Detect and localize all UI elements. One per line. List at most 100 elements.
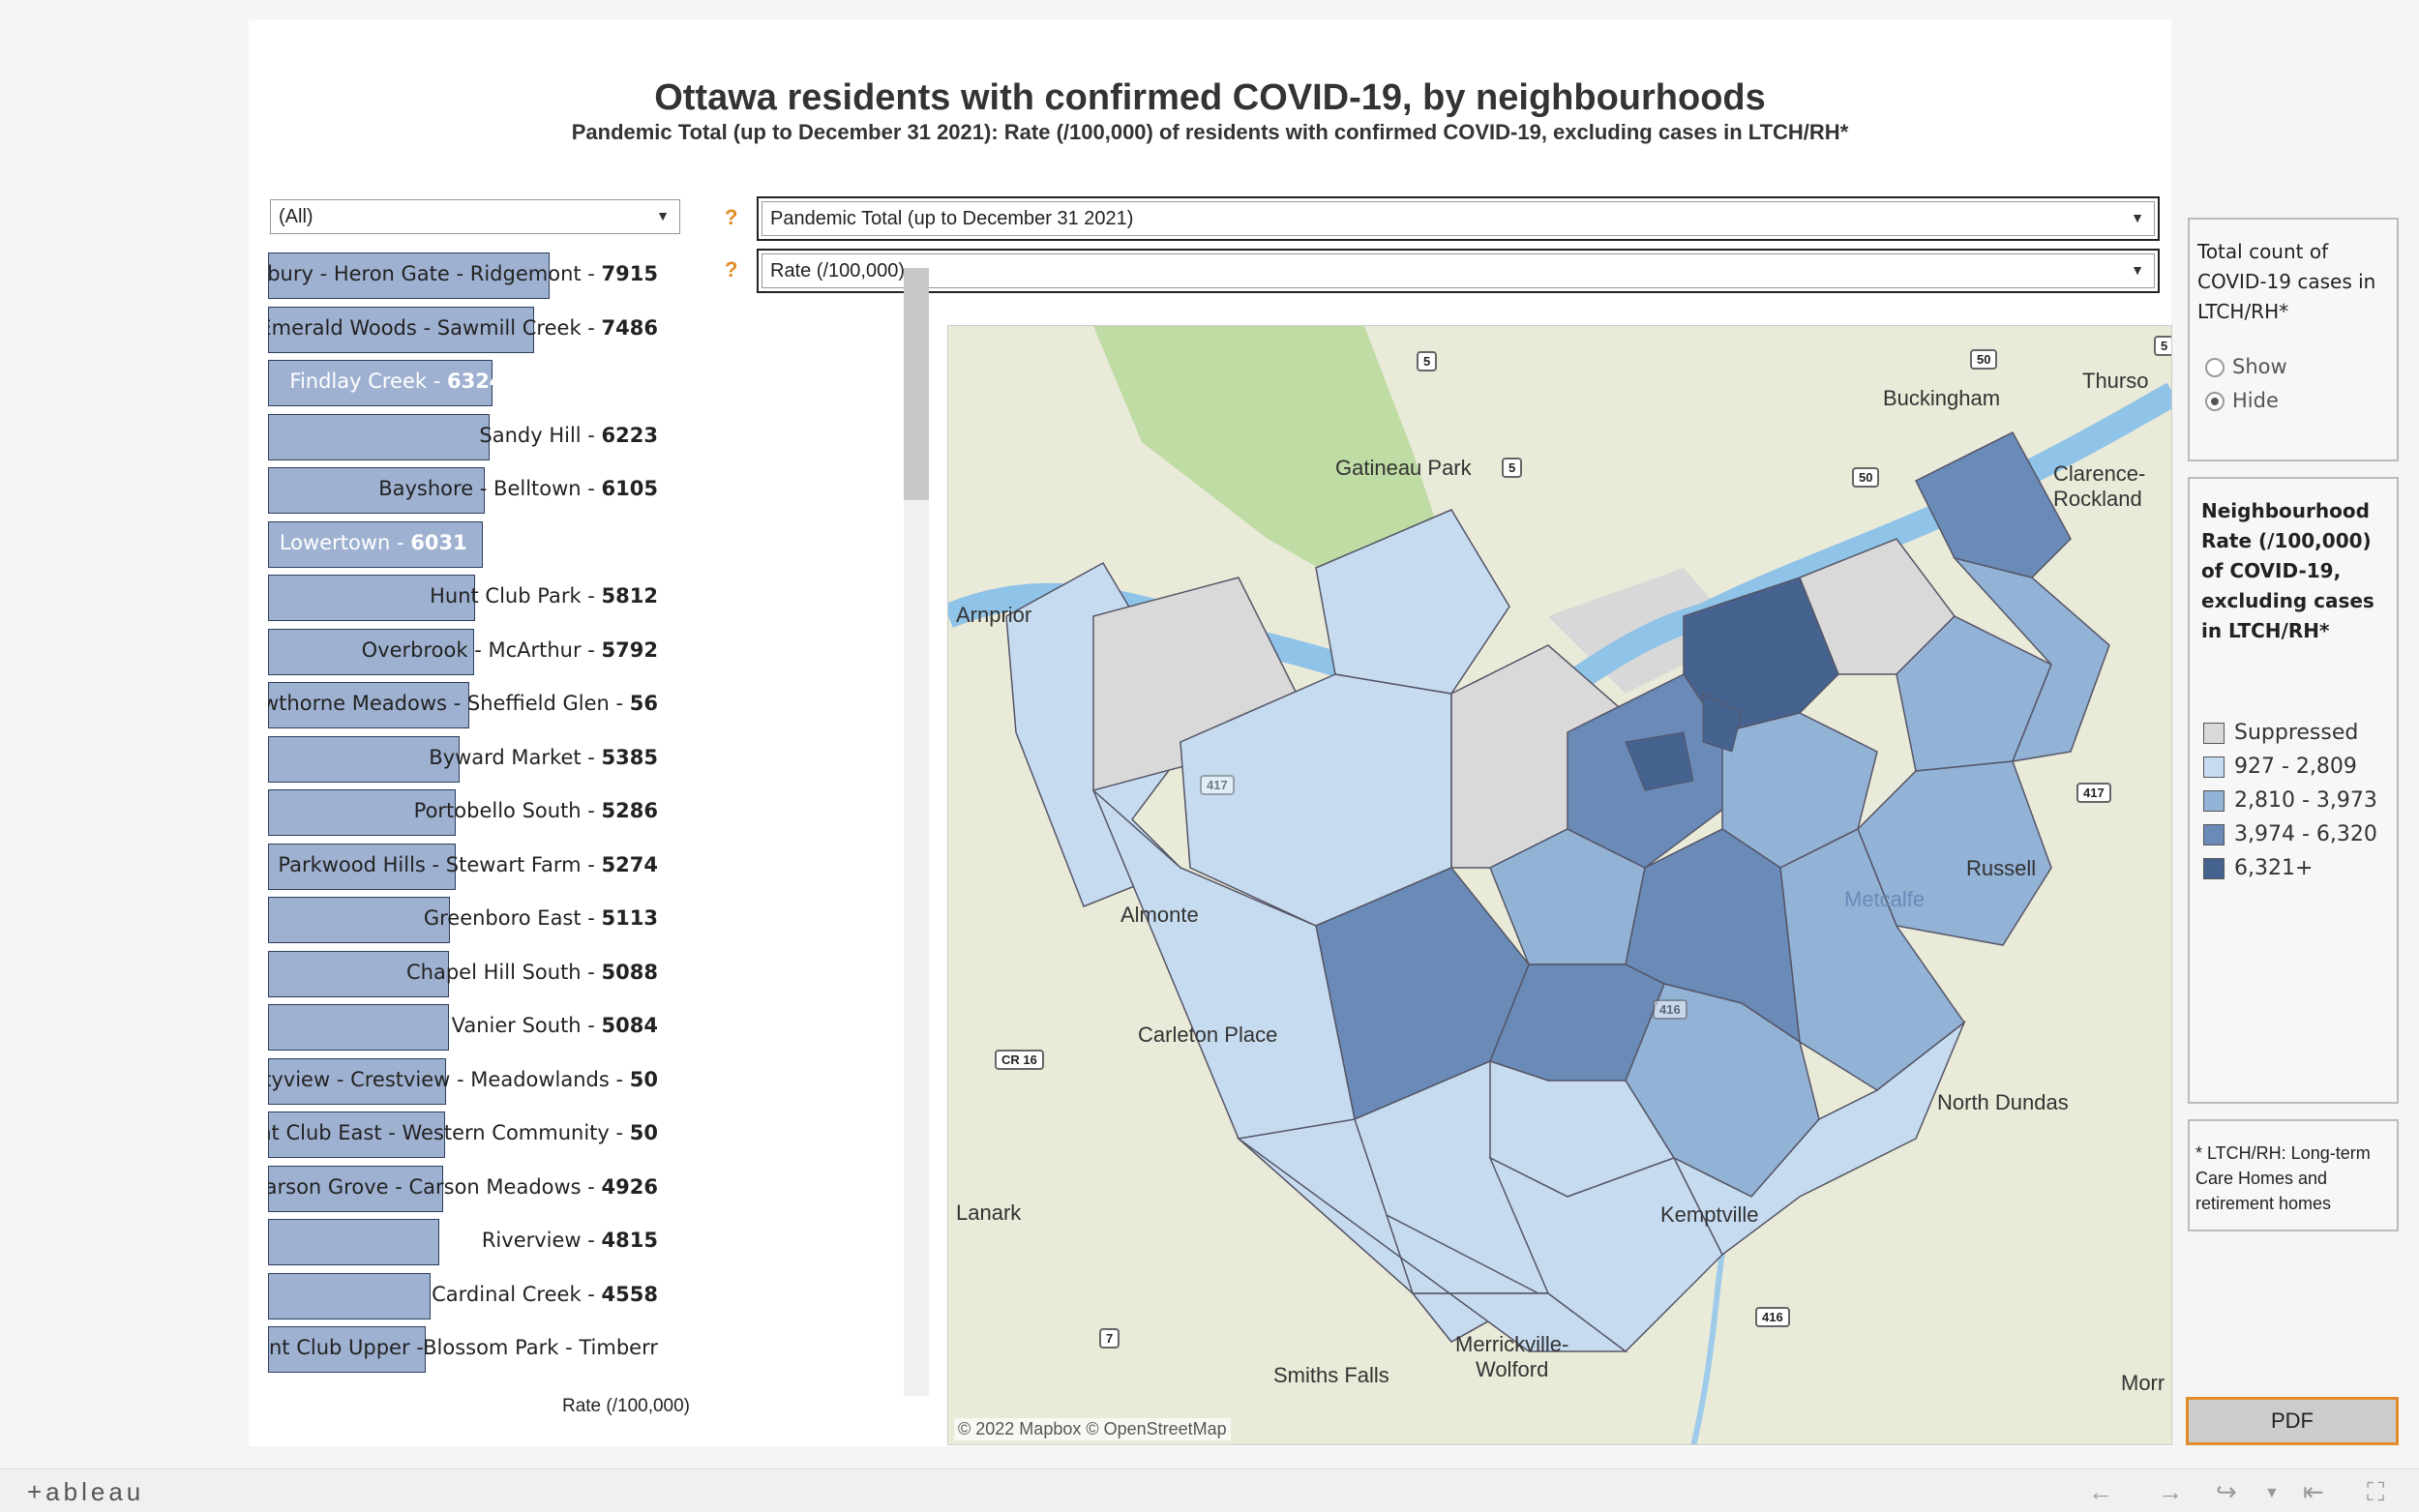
bar-label: Portobello South - 5286	[414, 799, 658, 822]
bar-fill[interactable]	[268, 1326, 426, 1373]
bar-name: Cardinal Creek -	[432, 1282, 602, 1306]
bar-row[interactable]: Byward Market - 5385	[268, 732, 662, 783]
bar-fill[interactable]	[268, 1272, 431, 1319]
bar-row[interactable]: Hawthorne Meadows - Sheffield Glen - 56	[268, 678, 662, 728]
highway-shield: 416	[1653, 999, 1687, 1020]
scrollbar-thumb[interactable]	[904, 268, 929, 500]
bar-row[interactable]: Hunt Club Upper -Blossom Park - Timberr	[268, 1322, 662, 1373]
highway-shield: 5	[1417, 351, 1438, 371]
bar-fill[interactable]	[268, 1165, 444, 1212]
redo-icon[interactable]: →	[2158, 1477, 2183, 1506]
legend-swatch	[2203, 723, 2225, 744]
radio-label: Hide	[2232, 389, 2279, 412]
bar-fill[interactable]	[268, 413, 490, 460]
bar-row[interactable]: Bayshore - Belltown - 6105	[268, 463, 662, 514]
map-place-label: Buckingham	[1883, 386, 2001, 410]
bar-name: Greenboro East -	[423, 906, 602, 930]
neighbourhood-bar-list[interactable]: Ledbury - Heron Gate - Ridgemont - 7915 E…	[268, 249, 662, 1400]
bar-row[interactable]: Parkwood Hills - Stewart Farm - 5274	[268, 840, 662, 890]
legend-item[interactable]: 3,974 - 6,320	[2203, 822, 2377, 846]
bar-list-scrollbar[interactable]	[904, 268, 929, 1396]
fullscreen-icon[interactable]: ⛶	[2367, 1477, 2385, 1506]
help-icon[interactable]: ?	[725, 205, 738, 229]
tableau-logo[interactable]: +ableau	[27, 1477, 145, 1506]
bar-fill[interactable]	[268, 950, 449, 997]
bar-fill[interactable]	[268, 1112, 446, 1158]
bar-row[interactable]: Sandy Hill - 6223	[268, 410, 662, 460]
chevron-down-icon[interactable]: ▼	[2264, 1485, 2280, 1501]
show-radio-option[interactable]: Show	[2205, 355, 2287, 378]
bar-value: 5084	[601, 1014, 658, 1037]
bar-fill[interactable]	[268, 1057, 446, 1105]
bar-row[interactable]: Cityview - Crestview - Meadowlands - 50	[268, 1054, 662, 1105]
bar-fill[interactable]	[268, 252, 550, 299]
map-place-label: Merrickville- Wolford	[1455, 1332, 1569, 1381]
bar-fill[interactable]	[268, 360, 493, 406]
bar-fill[interactable]	[268, 897, 451, 943]
bar-value: 5088	[601, 960, 658, 984]
radio-button-selected[interactable]	[2205, 392, 2225, 411]
bar-fill[interactable]	[268, 843, 456, 890]
bar-fill[interactable]	[268, 520, 483, 568]
bar-row[interactable]: Lowertown - 6031	[268, 518, 662, 568]
hide-radio-option[interactable]: Hide	[2205, 389, 2279, 412]
bar-label: Chapel Hill South - 5088	[406, 961, 658, 984]
bar-row[interactable]: Emerald Woods - Sawmill Creek - 7486	[268, 303, 662, 353]
bar-row[interactable]: Vanier South - 5084	[268, 1000, 662, 1051]
first-page-icon[interactable]: ⇤	[2303, 1477, 2324, 1506]
undo-icon[interactable]: ←	[2088, 1477, 2113, 1506]
radio-label: Show	[2232, 355, 2287, 378]
bar-row[interactable]: Hunt Club East - Western Community - 50	[268, 1108, 662, 1158]
bar-row[interactable]: Cardinal Creek - 4558	[268, 1269, 662, 1319]
bar-name: Carson Grove - Carson Meadows -	[268, 1174, 602, 1199]
toggle-panel-title: Total count of COVID-19 cases in LTCH/RH…	[2197, 240, 2376, 323]
bar-fill[interactable]	[268, 575, 475, 621]
legend-item[interactable]: 6,321+	[2203, 856, 2313, 880]
dashboard: Ottawa residents with confirmed COVID-19…	[249, 19, 2399, 1446]
map-canvas[interactable]	[948, 326, 2172, 1445]
bar-row[interactable]: Overbrook - McArthur - 5792	[268, 625, 662, 675]
bar-row[interactable]: Ledbury - Heron Gate - Ridgemont - 7915	[268, 249, 662, 299]
legend-item[interactable]: 927 - 2,809	[2203, 755, 2357, 779]
bar-value: 6105	[601, 477, 658, 500]
revert-icon[interactable]: ↪	[2216, 1477, 2237, 1506]
bar-value: 5274	[601, 852, 658, 876]
chevron-down-icon: ▼	[2131, 262, 2144, 278]
legend-item[interactable]: Suppressed	[2203, 721, 2358, 745]
bar-row[interactable]: Portobello South - 5286	[268, 786, 662, 836]
bar-row[interactable]: Greenboro East - 5113	[268, 893, 662, 943]
measure-filter-dropdown[interactable]: Rate (/100,000) ▼	[762, 253, 2155, 288]
map-attribution[interactable]: © 2022 Mapbox © OpenStreetMap	[954, 1418, 1231, 1440]
legend-item[interactable]: 2,810 - 3,973	[2203, 788, 2377, 813]
bar-fill[interactable]	[268, 467, 486, 514]
legend-label: 6,321+	[2234, 856, 2314, 880]
choropleth-map[interactable]: Buckingham Thurso Gatineau Park Clarence…	[947, 325, 2172, 1445]
bar-row[interactable]: Carson Grove - Carson Meadows - 4926	[268, 1162, 662, 1212]
bar-name: Riverview -	[481, 1229, 602, 1252]
bar-name: Byward Market -	[429, 745, 602, 769]
bar-name: Lowertown -	[279, 530, 411, 554]
bar-row[interactable]: Findlay Creek - 6324	[268, 356, 662, 406]
help-icon[interactable]: ?	[725, 257, 738, 282]
bar-label: Emerald Woods - Sawmill Creek - 7486	[268, 316, 658, 340]
bar-fill[interactable]	[268, 735, 460, 783]
bar-fill[interactable]	[268, 1004, 449, 1051]
bar-fill[interactable]	[268, 682, 469, 728]
bar-row[interactable]: Chapel Hill South - 5088	[268, 947, 662, 997]
neighbourhood-filter-dropdown[interactable]: (All) ▼	[270, 199, 680, 234]
map-place-label: Almonte	[1120, 903, 1199, 927]
bar-label: Parkwood Hills - Stewart Farm - 5274	[278, 853, 658, 876]
period-filter-dropdown[interactable]: Pandemic Total (up to December 31 2021) …	[762, 201, 2155, 236]
highway-shield: 7	[1099, 1328, 1120, 1349]
bar-fill[interactable]	[268, 1219, 440, 1265]
bar-fill[interactable]	[268, 306, 535, 353]
bar-label: Carson Grove - Carson Meadows - 4926	[268, 1175, 658, 1199]
bar-fill[interactable]	[268, 789, 457, 836]
radio-button[interactable]	[2205, 358, 2225, 377]
bar-name: Parkwood Hills - Stewart Farm -	[278, 852, 602, 876]
pdf-button[interactable]: PDF	[2186, 1397, 2399, 1445]
period-filter-frame: Pandemic Total (up to December 31 2021) …	[757, 196, 2160, 241]
bar-fill[interactable]	[268, 628, 474, 675]
bar-row[interactable]: Hunt Club Park - 5812	[268, 571, 662, 621]
bar-row[interactable]: Riverview - 4815	[268, 1215, 662, 1265]
